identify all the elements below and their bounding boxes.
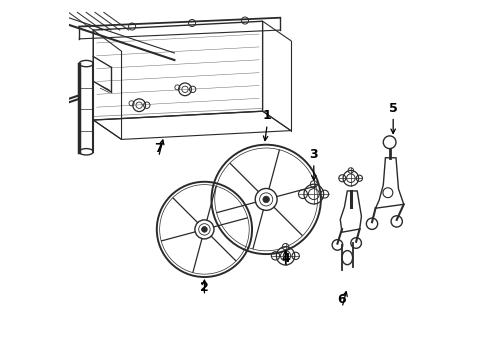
Circle shape xyxy=(201,226,207,232)
Text: 7: 7 xyxy=(154,142,163,155)
Text: 4: 4 xyxy=(281,252,290,265)
Text: 5: 5 xyxy=(389,102,397,115)
Text: 2: 2 xyxy=(200,281,209,294)
Text: 1: 1 xyxy=(263,109,271,122)
Circle shape xyxy=(263,196,270,203)
Text: 6: 6 xyxy=(338,293,346,306)
Text: 3: 3 xyxy=(310,148,318,161)
